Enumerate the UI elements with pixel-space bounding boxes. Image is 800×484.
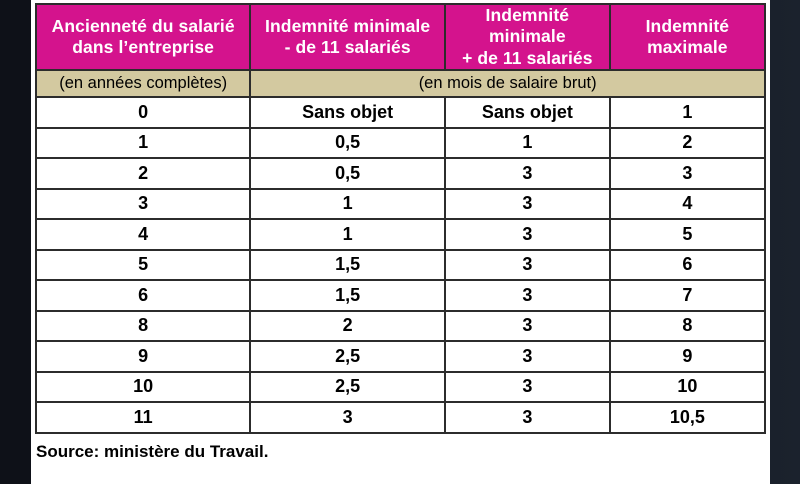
units-row: (en années complètes) (en mois de salair… (34, 69, 766, 99)
table-row: 5 1,5 3 6 (34, 248, 767, 282)
cell: 2,5 (249, 370, 446, 404)
table-body: 0 Sans objet Sans objet 1 1 0,5 1 2 2 0,5 3 3 3 1 3 4 4 1… (34, 96, 767, 434)
cell: 0 (34, 96, 252, 129)
header-line: + de 11 salariés (462, 47, 593, 68)
cell: 3 (443, 309, 611, 343)
table-row: 0 Sans objet Sans objet 1 (34, 96, 767, 129)
header-cell-min-over-11: Indemnité minimale + de 11 salariés (443, 2, 611, 72)
table-row: 2 0,5 3 3 (34, 157, 767, 190)
header-cell-seniority: Ancienneté du salarié dans l’entreprise (34, 2, 252, 72)
cell: 1 (249, 187, 446, 221)
cell: 3 (443, 248, 611, 282)
cell: Sans objet (443, 96, 611, 129)
source-caption: Source: ministère du Travail. (36, 441, 269, 461)
header-line: Indemnité minimale (485, 5, 570, 47)
units-cell-years: (en années complètes) (34, 69, 252, 99)
cell: 1 (608, 96, 767, 129)
cell: 10 (608, 370, 767, 404)
table-row: 9 2,5 3 9 (34, 340, 767, 373)
cell: 10 (34, 370, 252, 404)
cell: 7 (608, 279, 767, 312)
cell: Sans objet (249, 96, 446, 129)
cell: 3 (443, 370, 611, 404)
cell: 3 (443, 401, 611, 434)
cell: 1 (443, 126, 611, 160)
cell: 3 (443, 218, 611, 251)
header-line: Ancienneté du salarié (51, 15, 235, 36)
cell: 0,5 (249, 157, 446, 190)
cell: 1,5 (249, 248, 446, 282)
cell: 1,5 (249, 279, 446, 312)
cell: 4 (34, 218, 252, 251)
units-cell-months: (en mois de salaire brut) (249, 69, 766, 99)
table-panel: Ancienneté du salarié dans l’entreprise … (31, 0, 770, 484)
header-row: Ancienneté du salarié dans l’entreprise … (34, 2, 767, 72)
header-cell-min-under-11: Indemnité minimale - de 11 salariés (249, 2, 446, 72)
cell: 1 (34, 126, 252, 160)
header-line: Indemnité (645, 15, 730, 36)
cell: 5 (34, 248, 252, 282)
cell: 3 (443, 187, 611, 221)
cell: 3 (34, 187, 252, 221)
cell: 2,5 (249, 340, 446, 373)
table-row: 1 0,5 1 2 (34, 126, 767, 160)
cell: 2 (34, 157, 252, 190)
cell: 2 (608, 126, 767, 160)
table-row: 6 1,5 3 7 (34, 279, 767, 312)
cell: 9 (34, 340, 252, 373)
cell: 0,5 (249, 126, 446, 160)
header-line: maximale (647, 37, 728, 58)
cell: 8 (608, 309, 767, 343)
cell: 3 (443, 340, 611, 373)
header-line: - de 11 salariés (284, 37, 411, 58)
cell: 4 (608, 187, 767, 221)
cell: 9 (608, 340, 767, 373)
table-row: 10 2,5 3 10 (34, 370, 767, 404)
header-line: Indemnité minimale (265, 15, 431, 36)
cell: 8 (34, 309, 252, 343)
cell: 3 (608, 157, 767, 190)
cell: 3 (249, 401, 446, 434)
indemnity-table: Ancienneté du salarié dans l’entreprise … (34, 2, 767, 434)
cell: 3 (443, 279, 611, 312)
cell: 10,5 (608, 401, 767, 434)
cell: 2 (249, 309, 446, 343)
cell: 11 (34, 401, 252, 434)
cell: 6 (34, 279, 252, 312)
cell: 3 (443, 157, 611, 190)
header-cell-max: Indemnité maximale (608, 2, 767, 72)
header-line: dans l’entreprise (72, 37, 215, 58)
cell: 6 (608, 248, 767, 282)
cell: 1 (249, 218, 446, 251)
table-row: 11 3 3 10,5 (34, 401, 767, 434)
cell: 5 (608, 218, 767, 251)
